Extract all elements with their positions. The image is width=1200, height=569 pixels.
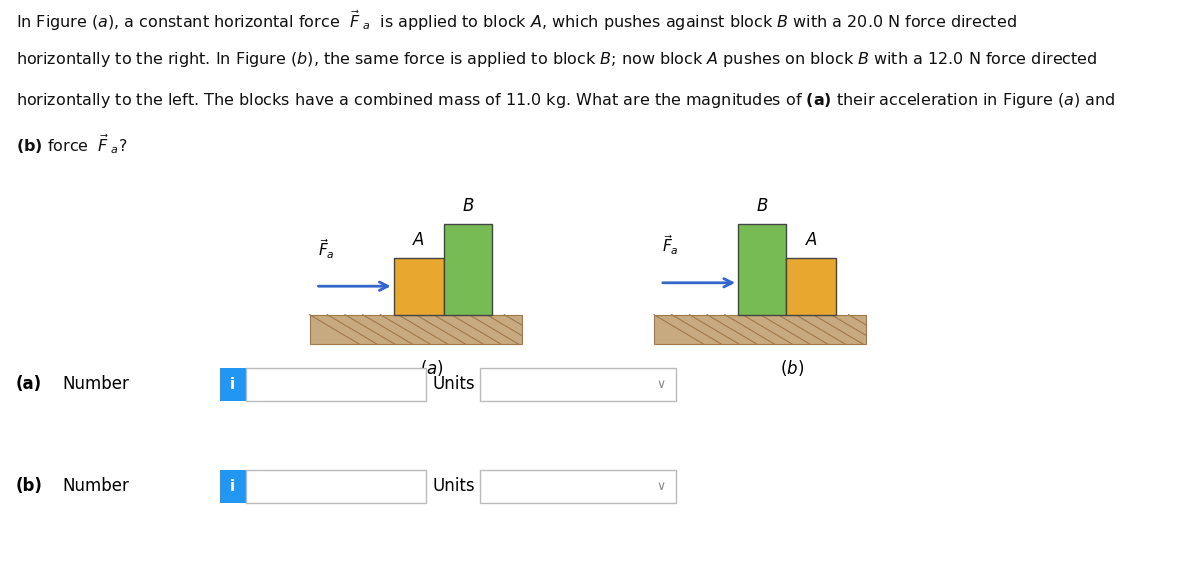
- Text: Units: Units: [432, 477, 475, 496]
- Polygon shape: [654, 315, 866, 344]
- Text: Number: Number: [62, 477, 130, 496]
- Text: $A$: $A$: [805, 231, 817, 249]
- Polygon shape: [786, 258, 836, 315]
- Text: horizontally to the right. In Figure $(b)$, the same force is applied to block $: horizontally to the right. In Figure $(b…: [16, 50, 1097, 69]
- Text: $\vec{F}_a$: $\vec{F}_a$: [662, 233, 679, 257]
- Text: $(b)$: $(b)$: [780, 358, 804, 378]
- Polygon shape: [738, 224, 786, 315]
- Text: $\mathbf{(b)}$ force  $\vec{F}_{\ a}$?: $\mathbf{(b)}$ force $\vec{F}_{\ a}$?: [16, 132, 127, 156]
- Text: $\vec{F}_a$: $\vec{F}_a$: [318, 237, 335, 261]
- Text: $B$: $B$: [756, 197, 768, 215]
- Text: i: i: [230, 479, 235, 494]
- Text: Units: Units: [432, 375, 475, 393]
- Text: ∨: ∨: [656, 480, 666, 493]
- Polygon shape: [246, 470, 426, 503]
- Polygon shape: [310, 315, 522, 344]
- Polygon shape: [220, 368, 246, 401]
- Polygon shape: [220, 470, 246, 503]
- Text: (a): (a): [16, 375, 42, 393]
- Text: $A$: $A$: [413, 231, 425, 249]
- Text: horizontally to the left. The blocks have a combined mass of 11.0 kg. What are t: horizontally to the left. The blocks hav…: [16, 91, 1115, 110]
- Text: $B$: $B$: [462, 197, 474, 215]
- Text: In Figure $(a)$, a constant horizontal force  $\vec{F}_{\ a}$  is applied to blo: In Figure $(a)$, a constant horizontal f…: [16, 9, 1016, 33]
- Polygon shape: [444, 224, 492, 315]
- Text: ∨: ∨: [656, 378, 666, 390]
- Polygon shape: [394, 258, 444, 315]
- Text: Number: Number: [62, 375, 130, 393]
- Text: (b): (b): [16, 477, 42, 496]
- Text: i: i: [230, 377, 235, 391]
- Text: $(a)$: $(a)$: [420, 358, 444, 378]
- Polygon shape: [480, 470, 676, 503]
- Polygon shape: [246, 368, 426, 401]
- Polygon shape: [480, 368, 676, 401]
